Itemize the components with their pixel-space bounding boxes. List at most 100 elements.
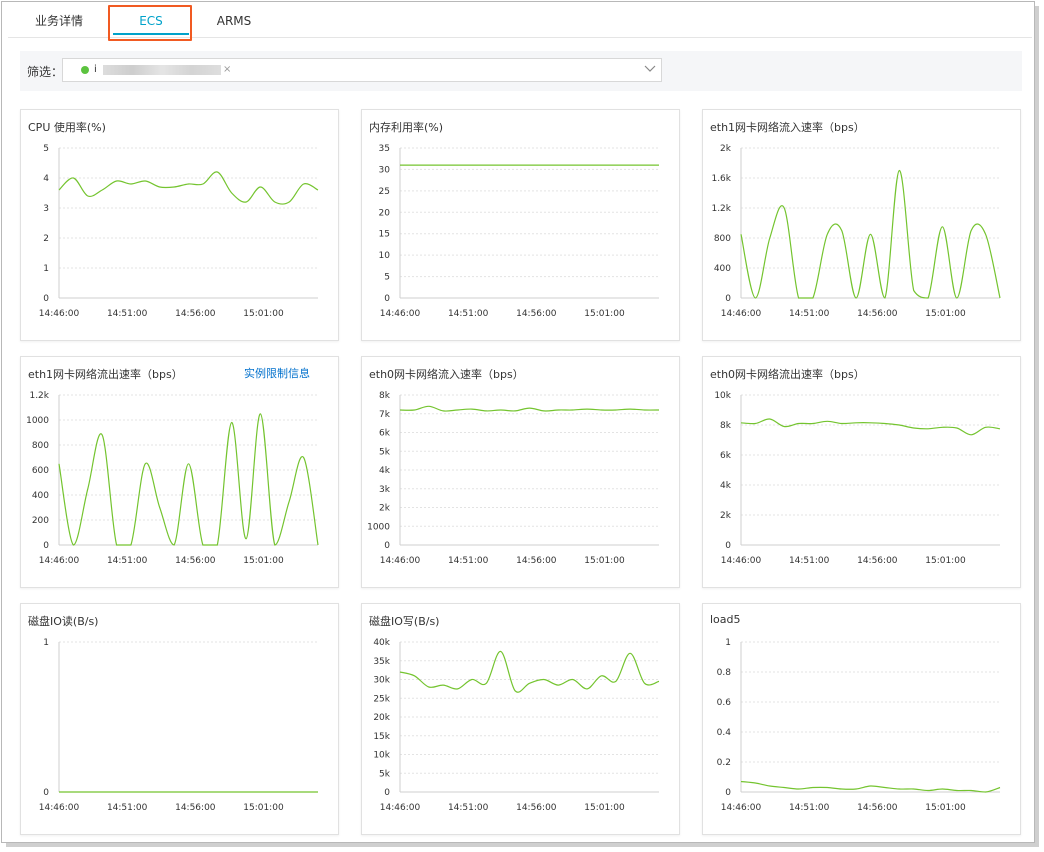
frame-shadow-right [1035,6,1039,846]
y-tick-label: 30 [379,165,391,175]
x-tick-label: 14:46:00 [380,309,421,319]
y-tick-label: 4 [43,174,49,184]
x-tick-label: 14:46:00 [39,803,80,813]
series-line [740,418,1001,436]
tab-bar: 业务详情 ECS ARMS [8,6,1032,38]
y-tick-label: 7k [379,410,391,420]
y-tick-label: 0 [384,541,390,551]
x-tick-label: 14:56:00 [857,556,898,566]
y-tick-label: 25 [379,187,390,197]
metric-card: eth1网卡网络流出速率（bps） 实例限制信息 0 200 400 600 800 1000… [20,356,339,588]
x-tick-label: 15:01:00 [584,556,625,566]
y-tick-label: 40k [373,638,390,648]
y-tick-label: 2 [43,234,49,244]
y-tick-label: 6k [720,451,732,461]
y-tick-label: 2k [379,504,391,514]
y-tick-label: 35 [379,144,390,154]
y-tick-label: 6k [379,429,391,439]
chip-text: i [94,64,97,75]
series-line [58,171,319,205]
series-line [399,405,660,412]
x-tick-label: 14:46:00 [721,803,762,813]
chart-title: eth0网卡网络流入速率（bps） [369,368,524,381]
y-tick-label: 1.2k [711,204,731,214]
filter-bar: 筛选： i × [20,51,1022,91]
y-tick-label: 400 [714,264,731,274]
series-line [399,650,660,693]
line-chart: 0 2k 4k 6k 8k 10k 14:46:00 14:51:00 14:56:00 15:0… [714,391,1001,566]
y-tick-label: 0 [384,294,390,304]
y-tick-label: 1000 [26,416,49,426]
y-tick-label: 8k [720,421,732,431]
chevron-down-icon[interactable] [644,65,656,73]
x-tick-label: 14:51:00 [448,309,489,319]
y-tick-label: 4k [379,466,391,476]
x-tick-label: 14:51:00 [107,803,148,813]
x-tick-label: 15:01:00 [243,309,284,319]
x-tick-label: 15:01:00 [584,803,625,813]
y-tick-label: 35k [373,657,390,667]
line-chart: 0 400 800 1.2k 1.6k 2k 14:46:00 14:51:00 14:56:0… [711,144,1001,319]
chart-title: eth0网卡网络流出速率（bps） [710,368,865,381]
x-tick-label: 14:46:00 [39,309,80,319]
x-tick-label: 14:51:00 [789,803,830,813]
y-tick-label: 30k [373,676,390,686]
y-tick-label: 600 [32,466,49,476]
y-tick-label: 15k [373,732,390,742]
y-tick-label: 8k [379,391,391,401]
line-chart: 0 1 14:46:00 14:51:00 14:56:00 15:01:00 [39,638,318,813]
y-tick-label: 0 [43,541,49,551]
x-tick-label: 14:51:00 [789,556,830,566]
y-tick-label: 0 [43,294,49,304]
chart-title: load5 [710,613,741,626]
series-line [58,413,319,546]
y-tick-label: 5 [43,144,49,154]
y-tick-label: 25k [373,694,390,704]
y-tick-label: 800 [32,441,49,451]
chart-title: 磁盘IO写(B/s) [369,615,440,628]
x-tick-label: 15:01:00 [925,309,966,319]
y-tick-label: 800 [714,234,731,244]
y-tick-label: 2k [720,144,732,154]
y-tick-label: 0 [725,294,731,304]
x-tick-label: 15:01:00 [584,309,625,319]
chart-title: eth1网卡网络流入速率（bps） [710,121,865,134]
y-tick-label: 20k [373,713,390,723]
line-chart: 0 0.2 0.4 0.6 0.8 1 14:46:00 14:51:00 14:56:00 15… [717,638,1001,813]
metric-card: 磁盘IO写(B/s) 0 5k 10k 15k 20k 25k 30k 35k 40k 14:46:… [361,603,680,835]
series-line [740,169,1001,299]
active-tab-underline [113,33,189,35]
x-tick-label: 14:56:00 [516,803,557,813]
y-tick-label: 3k [379,485,391,495]
line-chart: 0 5 10 15 20 25 30 35 14:46:00 14:51:00 14:56:00 15… [379,144,659,319]
chip-remove-icon[interactable]: × [223,64,232,75]
x-tick-label: 14:56:00 [857,309,898,319]
instance-limit-link[interactable]: 实例限制信息 [244,367,310,380]
y-tick-label: 5 [384,273,390,283]
y-tick-label: 0.6 [717,698,732,708]
y-tick-label: 10 [379,251,391,261]
x-tick-label: 14:56:00 [175,803,216,813]
x-tick-label: 14:51:00 [448,803,489,813]
x-tick-label: 15:01:00 [925,803,966,813]
x-tick-label: 14:46:00 [721,309,762,319]
y-tick-label: 10k [714,391,731,401]
tab-arms[interactable]: ARMS [216,14,252,28]
tab-ecs[interactable]: ECS [110,6,192,38]
metric-card: eth0网卡网络流出速率（bps） 0 2k 4k 6k 8k 10k 14:46:00 14:… [702,356,1021,588]
x-tick-label: 15:01:00 [925,556,966,566]
line-chart: 0 1 2 3 4 5 14:46:00 14:51:00 14:56:00 15:01:00 [39,144,319,319]
y-tick-label: 1 [43,638,49,648]
y-tick-label: 1000 [367,522,390,532]
metric-card: eth0网卡网络流入速率（bps） 0 1000 2k 3k 4k 5k 6k 7k 8k 14:4… [361,356,680,588]
x-tick-label: 14:51:00 [448,556,489,566]
y-tick-label: 0.8 [717,668,732,678]
tab-business-detail[interactable]: 业务详情 [34,14,83,28]
instance-select[interactable]: i × [62,58,662,82]
x-tick-label: 14:46:00 [380,803,421,813]
filter-label: 筛选： [27,65,64,79]
x-tick-label: 14:56:00 [175,556,216,566]
line-chart: 0 5k 10k 15k 20k 25k 30k 35k 40k 14:46:00 14:51:00… [373,638,660,813]
y-tick-label: 1 [43,264,49,274]
x-tick-label: 14:46:00 [380,556,421,566]
